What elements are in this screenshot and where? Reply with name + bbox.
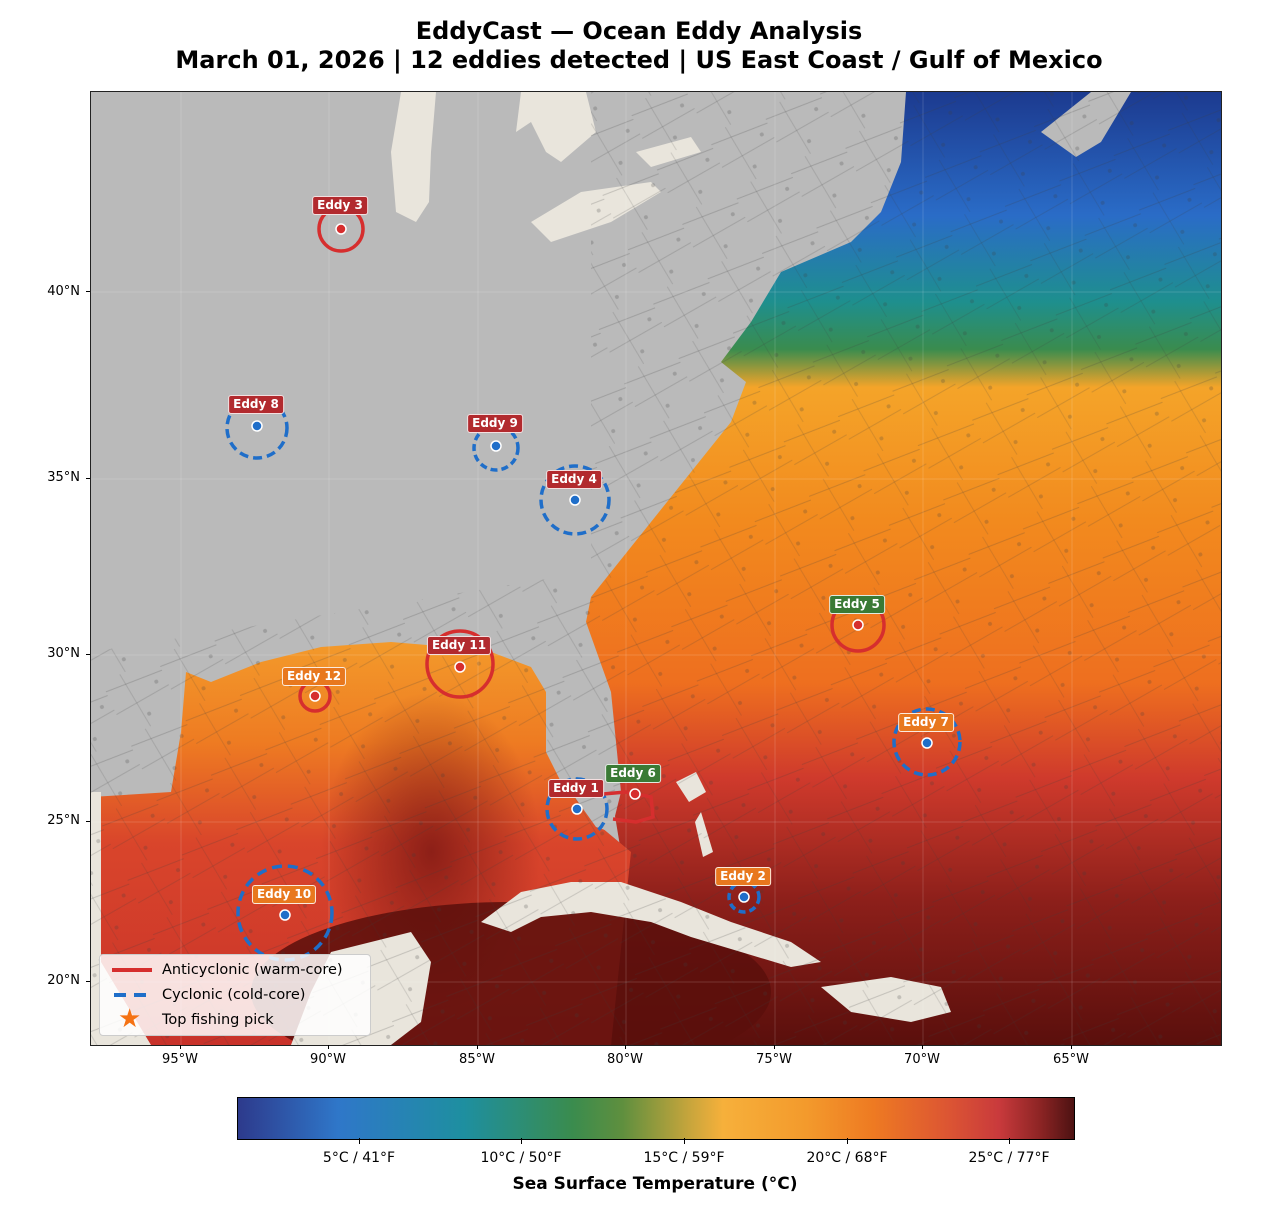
lat-tick	[86, 478, 90, 479]
eddy-5-label[interactable]: Eddy 5	[829, 595, 885, 614]
eddy-9-label[interactable]: Eddy 9	[467, 414, 523, 433]
colorbar-tick	[847, 1138, 848, 1144]
eddy-7-contour	[892, 707, 962, 777]
chart-title: EddyCast — Ocean Eddy Analysis	[415, 17, 863, 45]
lat-tick	[86, 981, 90, 982]
chart-subtitle: March 01, 2026 | 12 eddies detected | US…	[175, 46, 1103, 74]
eddy-8-label[interactable]: Eddy 8	[228, 395, 284, 414]
lat-tick	[86, 291, 90, 292]
sst-map	[91, 92, 1221, 1045]
eddy-2-center	[738, 891, 750, 903]
eddy-6-label[interactable]: Eddy 6	[605, 764, 661, 783]
eddy-11-center	[454, 661, 466, 673]
lon-tick	[625, 1045, 626, 1049]
legend-label: Anticyclonic (warm-core)	[162, 962, 343, 978]
colorbar-tick	[1009, 1138, 1010, 1144]
eddy-1-center	[571, 803, 583, 815]
map-panel[interactable]	[90, 91, 1222, 1046]
colorbar-label-20c: 20°C / 68°F	[806, 1150, 888, 1166]
eddy-4-contour	[539, 464, 611, 536]
eddy-10-center	[279, 909, 291, 921]
eddy-11-contour	[425, 629, 495, 699]
eddy-2-label[interactable]: Eddy 2	[715, 867, 771, 886]
eddy-8-center	[251, 420, 263, 432]
colorbar-label-25c: 25°C / 77°F	[968, 1150, 1050, 1166]
colorbar-label-15c: 15°C / 59°F	[643, 1150, 725, 1166]
lon-tick	[1071, 1045, 1072, 1049]
legend-item-fishing-pick: ★ Top fishing pick	[108, 1004, 274, 1034]
lon-tick	[328, 1045, 329, 1049]
eddy-12-label[interactable]: Eddy 12	[281, 667, 347, 686]
sst-colorbar	[237, 1097, 1075, 1140]
lat-label-40: 40°N	[47, 284, 80, 299]
legend-label: Top fishing pick	[162, 1012, 274, 1028]
lon-label-65: 65°W	[1053, 1052, 1089, 1067]
lon-tick	[477, 1045, 478, 1049]
eddy-4-center	[569, 494, 581, 506]
lon-label-70: 70°W	[904, 1052, 940, 1067]
lon-label-90: 90°W	[310, 1052, 346, 1067]
colorbar-label-10c: 10°C / 50°F	[480, 1150, 562, 1166]
lat-tick	[86, 654, 90, 655]
eddy-6-contour	[602, 790, 655, 824]
lat-tick	[86, 821, 90, 822]
lat-label-20: 20°N	[47, 973, 80, 988]
eddy-9-center	[490, 440, 502, 452]
eddy-11-label[interactable]: Eddy 11	[426, 636, 492, 655]
lake-michigan	[391, 92, 436, 222]
colorbar-label-5c: 5°C / 41°F	[322, 1150, 396, 1166]
graticule	[91, 92, 1221, 1045]
star-icon: ★	[118, 1004, 142, 1034]
eddy-12-center	[309, 690, 321, 702]
eddy-7-center	[921, 737, 933, 749]
colorbar-title: Sea Surface Temperature (°C)	[512, 1174, 798, 1194]
lon-label-95: 95°W	[162, 1052, 198, 1067]
eddy-3-center	[335, 223, 347, 235]
eddy-1-label[interactable]: Eddy 1	[548, 779, 604, 798]
lon-tick	[774, 1045, 775, 1049]
eddy-10-label[interactable]: Eddy 10	[251, 885, 317, 904]
lon-label-80: 80°W	[607, 1052, 643, 1067]
legend-item-anticyclonic: Anticyclonic (warm-core)	[108, 959, 343, 981]
eddy-4-label[interactable]: Eddy 4	[546, 470, 602, 489]
eddy-3-label[interactable]: Eddy 3	[312, 196, 368, 215]
legend-item-cyclonic: Cyclonic (cold-core)	[108, 984, 305, 1006]
colorbar-tick	[684, 1138, 685, 1144]
colorbar-tick	[521, 1138, 522, 1144]
lon-tick	[922, 1045, 923, 1049]
lat-label-30: 30°N	[47, 646, 80, 661]
lon-tick	[180, 1045, 181, 1049]
colorbar-tick	[359, 1138, 360, 1144]
lon-label-75: 75°W	[756, 1052, 792, 1067]
lake-huron	[516, 92, 596, 162]
lon-label-85: 85°W	[459, 1052, 495, 1067]
lat-label-25: 25°N	[47, 813, 80, 828]
eddy-centers	[251, 223, 933, 921]
legend: Anticyclonic (warm-core) Cyclonic (cold-…	[99, 954, 371, 1036]
legend-label: Cyclonic (cold-core)	[162, 987, 306, 1003]
solid-line-icon	[108, 959, 152, 981]
eddy-5-center	[852, 619, 864, 631]
eddy-6-center	[629, 788, 641, 800]
dashed-line-icon	[108, 984, 150, 1006]
lat-label-35: 35°N	[47, 470, 80, 485]
eddy-7-label[interactable]: Eddy 7	[898, 713, 954, 732]
